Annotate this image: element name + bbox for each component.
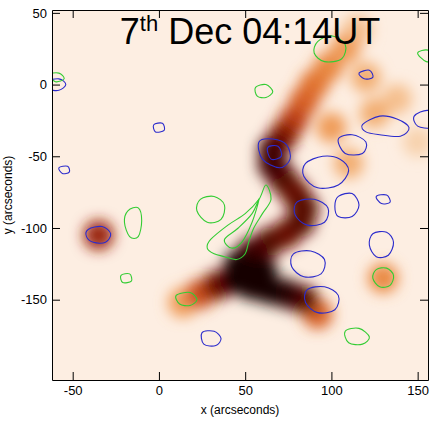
tick: -150 [21,292,60,307]
tick-label: -100 [21,221,47,236]
tick [418,10,419,18]
tick [420,156,428,157]
tick-mark [52,85,60,86]
tick: 0 [40,77,60,92]
contour [359,70,373,79]
axis-line [428,11,429,381]
emission-blob [403,127,428,157]
axis-line [53,380,429,381]
contour [373,268,394,288]
emission-blob [351,62,381,92]
contour [197,196,225,223]
tick-mark [73,372,74,380]
emission [84,15,428,329]
contour [176,292,197,305]
contour [52,73,64,82]
tick: -50 [28,149,60,164]
tick: -100 [21,221,60,236]
contour [258,139,290,168]
emission-blob [334,148,364,178]
tick-mark [420,228,428,229]
y-axis-title: y (arcseconds) [1,156,15,235]
tick-mark [420,13,428,14]
contour [255,84,273,97]
tick-mark [245,372,246,380]
plot-background [52,10,428,380]
tick-mark [418,10,419,18]
contour [121,273,132,282]
tick-mark [159,372,160,380]
tick-label: 0 [40,77,47,92]
contour [153,123,164,132]
tick [420,228,428,229]
tick-mark [73,10,74,18]
tick-mark [52,300,60,301]
contour [335,193,359,218]
tick: 50 [33,6,60,21]
tick-label: 150 [407,383,429,398]
contour [59,166,70,174]
tick [420,85,428,86]
tick: 150 [407,372,429,398]
contour [124,207,141,238]
emission-blob [247,256,277,286]
contour [291,251,325,278]
tick-mark [420,300,428,301]
tick-mark [418,372,419,380]
contour [304,286,338,313]
tick-mark [331,372,332,380]
plot-area [52,15,428,346]
tick-label: -50 [64,383,83,398]
tick-label: -150 [21,292,47,307]
contour [369,232,393,258]
emission-blob [368,263,398,293]
tick: -50 [64,372,83,398]
contour [294,199,328,226]
tick-mark [420,156,428,157]
chart: -50 0 50 100 150 -150 -100 -50 0 50 x (arcseconds)… [0,0,440,422]
contour [362,116,409,137]
title: 7th Dec 04:14UT [120,11,381,52]
tick-mark [52,156,60,157]
tick [73,10,74,18]
emission-blob [84,220,114,250]
tick-label: 50 [238,383,252,398]
emission-blob [285,207,315,237]
x-axis-title: x (arcseconds) [201,403,280,417]
contour [267,145,281,159]
axis [420,11,429,381]
contour [418,50,428,62]
tick [420,13,428,14]
tick-mark [420,85,428,86]
contour [201,331,221,346]
contour [338,135,366,155]
contour [376,195,390,204]
emission-blob [258,150,288,180]
axis: -150 -100 -50 0 50 [21,6,60,381]
tick [420,300,428,301]
tick-label: 50 [33,6,47,21]
emission-blob [316,113,346,143]
contour [303,156,349,188]
tick: 100 [321,372,343,398]
tick-mark [52,228,60,229]
tick: 50 [238,372,252,398]
tick-label: 100 [321,383,343,398]
contour [345,328,370,345]
axis: -50 0 50 100 150 [53,372,430,398]
contour [86,226,111,243]
axis-line [52,11,53,381]
tick-label: 0 [156,383,163,398]
contour [414,110,428,128]
tick-mark [52,13,60,14]
tick: 0 [156,372,163,398]
contour [224,199,259,248]
tick-label: -50 [28,149,47,164]
